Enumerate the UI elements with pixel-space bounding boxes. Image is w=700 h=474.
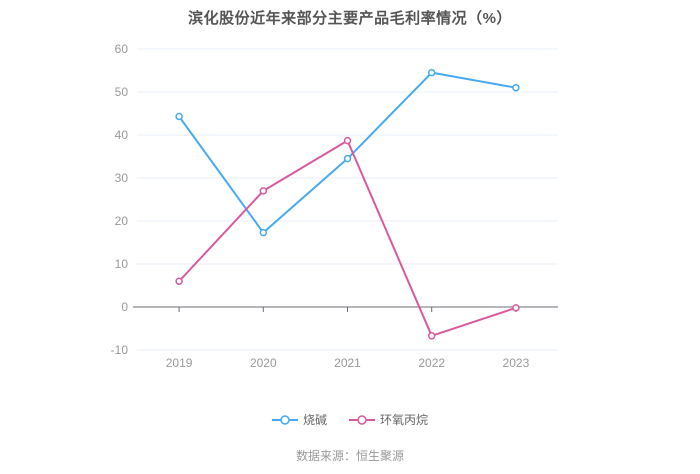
svg-text:0: 0	[121, 300, 128, 314]
svg-text:2022: 2022	[418, 356, 445, 370]
line-chart-plot: -10 0 10 20 30 40 50 60 2019 2020 2021 2022 2023	[111, 42, 558, 370]
legend-item-propylene-oxide[interactable]: 环氧丙烷	[349, 411, 428, 428]
svg-text:2023: 2023	[503, 356, 530, 370]
svg-text:2021: 2021	[334, 356, 361, 370]
legend: 烧碱 环氧丙烷	[0, 411, 700, 428]
legend-line-marker-icon	[271, 414, 298, 425]
data-source-label: 数据来源：恒生聚源	[295, 449, 404, 463]
svg-text:50: 50	[115, 85, 129, 99]
svg-text:20: 20	[115, 214, 129, 228]
legend-label: 烧碱	[302, 413, 327, 427]
svg-text:-10: -10	[111, 343, 129, 357]
svg-text:10: 10	[115, 257, 129, 271]
legend-line-marker-icon	[349, 414, 375, 425]
svg-text:60: 60	[115, 42, 129, 56]
svg-text:2019: 2019	[166, 356, 193, 370]
chart-title: 滨化股份近年来部分主要产品毛利率情况（%）	[188, 10, 512, 27]
svg-text:30: 30	[115, 171, 129, 185]
svg-text:2020: 2020	[250, 356, 277, 370]
legend-item-caustic-soda[interactable]: 烧碱	[271, 411, 327, 428]
svg-text:40: 40	[115, 128, 129, 142]
legend-label: 环氧丙烷	[380, 413, 429, 427]
